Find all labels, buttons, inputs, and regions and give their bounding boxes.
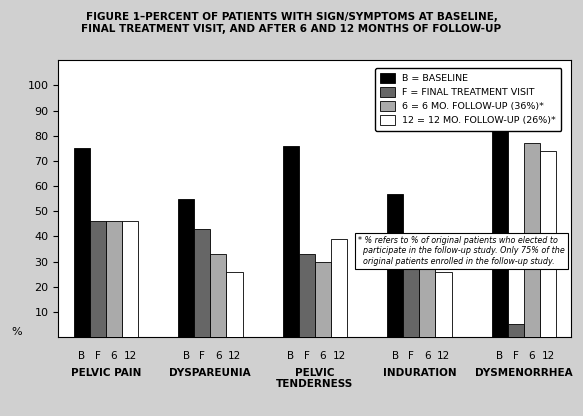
Text: 6: 6 bbox=[319, 351, 326, 361]
Text: DYSPAREUNIA: DYSPAREUNIA bbox=[170, 367, 251, 377]
Text: PELVIC PAIN: PELVIC PAIN bbox=[71, 367, 141, 377]
Text: DYSMENORRHEA: DYSMENORRHEA bbox=[475, 367, 573, 377]
Bar bbox=[283, 146, 298, 337]
Text: B: B bbox=[496, 351, 503, 361]
Text: F: F bbox=[513, 351, 519, 361]
Bar bbox=[387, 193, 403, 337]
Text: F: F bbox=[199, 351, 205, 361]
Bar bbox=[540, 151, 556, 337]
Legend: B = BASELINE, F = FINAL TREATMENT VISIT, 6 = 6 MO. FOLLOW-UP (36%)*, 12 = 12 MO.: B = BASELINE, F = FINAL TREATMENT VISIT,… bbox=[375, 68, 561, 131]
Text: B: B bbox=[287, 351, 294, 361]
Bar bbox=[298, 254, 315, 337]
Text: FIGURE 1–PERCENT OF PATIENTS WITH SIGN/SYMPTOMS AT BASELINE,
FINAL TREATMENT VIS: FIGURE 1–PERCENT OF PATIENTS WITH SIGN/S… bbox=[82, 12, 501, 34]
Bar bbox=[419, 269, 436, 337]
Bar bbox=[122, 221, 138, 337]
Text: F: F bbox=[408, 351, 414, 361]
Text: 12: 12 bbox=[332, 351, 346, 361]
Text: * % refers to % of original patients who elected to
  participate in the follow-: * % refers to % of original patients who… bbox=[359, 236, 565, 266]
Text: B: B bbox=[392, 351, 399, 361]
Bar bbox=[194, 229, 210, 337]
Text: 12: 12 bbox=[228, 351, 241, 361]
Text: F: F bbox=[95, 351, 101, 361]
Text: 12: 12 bbox=[542, 351, 554, 361]
Text: F: F bbox=[304, 351, 310, 361]
Bar bbox=[436, 272, 452, 337]
Bar bbox=[90, 221, 106, 337]
Text: INDURATION: INDURATION bbox=[382, 367, 456, 377]
Text: 6: 6 bbox=[424, 351, 431, 361]
Bar bbox=[106, 221, 122, 337]
Text: 12: 12 bbox=[437, 351, 450, 361]
Bar bbox=[331, 239, 347, 337]
Bar bbox=[491, 118, 508, 337]
Text: B: B bbox=[78, 351, 85, 361]
Text: PELVIC
TENDERNESS: PELVIC TENDERNESS bbox=[276, 367, 353, 389]
Text: 12: 12 bbox=[124, 351, 136, 361]
Bar bbox=[73, 149, 90, 337]
Text: 6: 6 bbox=[111, 351, 117, 361]
Bar bbox=[403, 267, 419, 337]
Text: 6: 6 bbox=[215, 351, 222, 361]
Text: B: B bbox=[182, 351, 189, 361]
Bar bbox=[508, 324, 524, 337]
Bar bbox=[178, 198, 194, 337]
Text: %: % bbox=[12, 327, 22, 337]
Text: 6: 6 bbox=[529, 351, 535, 361]
Bar bbox=[210, 254, 226, 337]
Bar bbox=[524, 143, 540, 337]
Bar bbox=[315, 262, 331, 337]
Bar bbox=[226, 272, 243, 337]
